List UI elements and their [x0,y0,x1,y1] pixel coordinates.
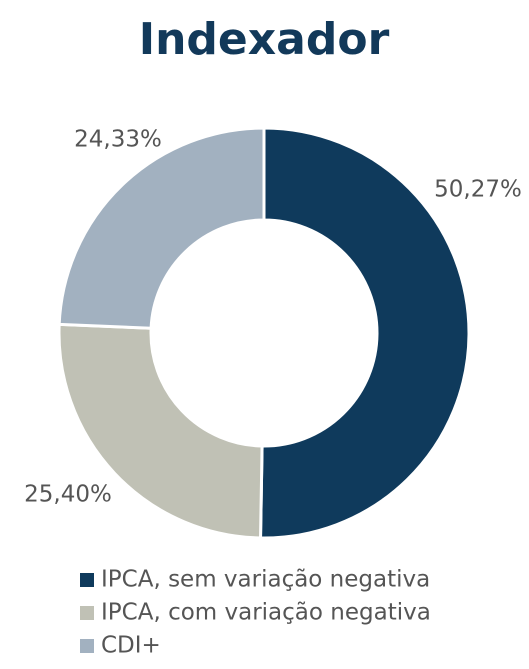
data-label: 25,40% [24,482,112,508]
slice [57,126,266,330]
legend-label: CDI+ [101,633,161,659]
slice [57,322,264,540]
chart-title: Indexador [139,14,390,65]
legend-label: IPCA, com variação negativa [101,600,431,626]
legend-swatch [80,573,94,587]
data-label: 24,33% [74,127,162,153]
data-label: 50,27% [434,177,522,203]
legend-label: IPCA, sem variação negativa [101,567,430,593]
legend-swatch [80,639,94,653]
legend-swatch [80,606,94,620]
slice [258,126,471,540]
